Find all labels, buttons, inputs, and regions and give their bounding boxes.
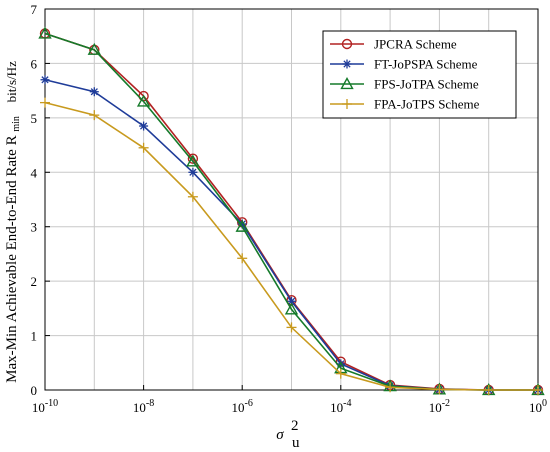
series-layer xyxy=(38,26,545,396)
data-point-plus xyxy=(533,385,543,395)
y-tick-label: 4 xyxy=(31,165,38,180)
x-tick-label: 10-8 xyxy=(133,398,154,415)
axis-ticks: 0 1 2 3 4 5 6 7 10-10 10-8 10-6 10-4 10-2 100 xyxy=(31,2,548,415)
data-point-plus xyxy=(434,384,445,395)
data-point-asterisk xyxy=(342,59,352,69)
data-point-triangle xyxy=(235,219,249,232)
y-tick-label: 5 xyxy=(31,111,38,126)
data-point-asterisk xyxy=(40,75,50,85)
legend-label: FPS-JoTPA Scheme xyxy=(374,77,479,92)
data-point-triangle xyxy=(136,94,151,107)
series-plus xyxy=(40,97,543,395)
data-point-plus xyxy=(187,191,198,202)
y-axis-main-label: Max-Min Achievable End-to-End Rate R min… xyxy=(4,61,23,383)
data-point-asterisk xyxy=(89,87,99,97)
x-axis-superscript: 2 xyxy=(291,418,299,434)
legend-label: FPA-JoTPS Scheme xyxy=(374,97,480,112)
data-point-triangle xyxy=(186,154,200,167)
y-axis-label-unit: bit/s/Hz xyxy=(4,61,19,102)
legend-item: JPCRA Scheme xyxy=(330,37,457,52)
data-point-asterisk xyxy=(188,167,198,177)
y-tick-label: 2 xyxy=(31,274,38,289)
x-tick-label: 10-10 xyxy=(32,398,58,415)
data-point-plus xyxy=(89,110,100,121)
legend-item: FPS-JoTPA Scheme xyxy=(330,77,479,92)
data-point-circle xyxy=(187,153,199,164)
data-point-plus xyxy=(335,368,346,379)
data-point-triangle xyxy=(38,26,52,39)
x-tick-label: 100 xyxy=(529,398,547,415)
plot-frame xyxy=(44,8,539,391)
data-point-plus xyxy=(342,99,352,109)
y-axis-label-main: Max-Min Achievable End-to-End Rate R xyxy=(4,135,20,382)
data-point-plus xyxy=(138,142,149,153)
y-tick-label: 1 xyxy=(31,329,38,344)
data-point-triangle xyxy=(340,77,354,90)
x-tick-label: 10-2 xyxy=(429,398,450,415)
data-point-plus xyxy=(237,253,248,264)
data-point-triangle xyxy=(87,42,101,55)
y-axis-label: Max-Min Achievable End-to-End Rate R min… xyxy=(4,61,23,383)
legend-item: FPA-JoTPS Scheme xyxy=(330,97,480,112)
legend: JPCRA Scheme FT-JoPSPA Scheme FPS-JoTPA Sc… xyxy=(322,30,517,119)
data-point-plus xyxy=(385,382,396,393)
data-point-plus xyxy=(40,97,50,108)
x-tick-label: 10-4 xyxy=(330,398,351,415)
legend-item: FT-JoPSPA Scheme xyxy=(330,57,478,72)
data-point-circle xyxy=(341,38,353,50)
legend-label: JPCRA Scheme xyxy=(374,37,457,52)
y-axis-label-sub: min xyxy=(11,116,22,132)
data-point-plus xyxy=(286,322,297,333)
y-tick-label: 0 xyxy=(31,383,38,398)
x-axis-label: σ u 2 xyxy=(276,418,300,451)
data-point-triangle xyxy=(284,302,299,315)
x-tick-label: 10-6 xyxy=(232,398,253,415)
x-axis-symbol: σ xyxy=(276,427,284,443)
data-point-plus xyxy=(483,385,494,395)
x-axis-subscript: u xyxy=(292,435,300,451)
y-tick-label: 7 xyxy=(31,2,38,17)
legend-label: FT-JoPSPA Scheme xyxy=(374,57,478,72)
data-point-asterisk xyxy=(139,121,149,131)
y-tick-label: 3 xyxy=(31,220,38,235)
y-tick-label: 6 xyxy=(31,56,38,71)
